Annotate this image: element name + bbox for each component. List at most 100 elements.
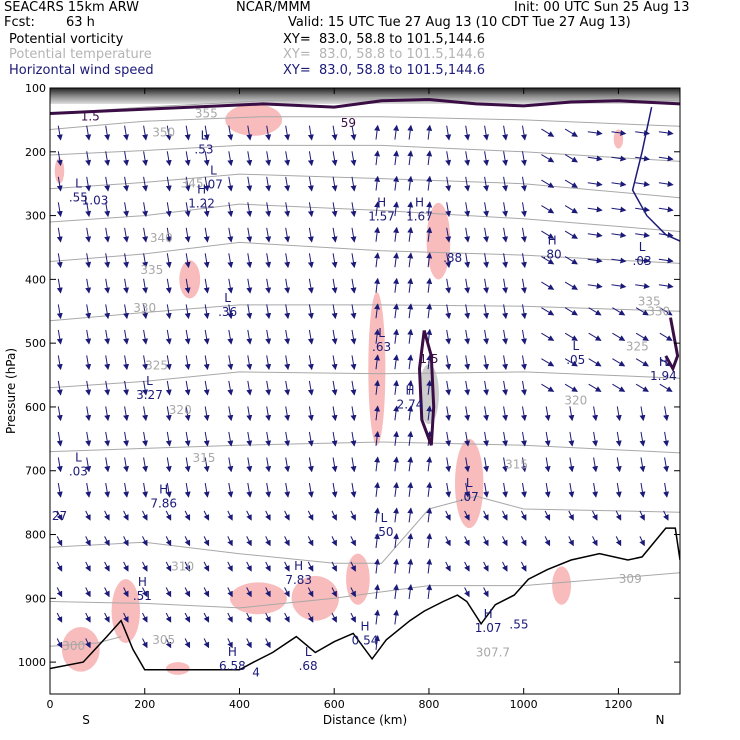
wind-arrow xyxy=(407,175,414,191)
wind-arrow xyxy=(307,202,314,218)
wind-arrow xyxy=(307,151,314,167)
wind-arrow xyxy=(227,561,233,572)
wind-arrow xyxy=(426,405,433,421)
wind-arrow xyxy=(635,358,649,367)
wind-arrow xyxy=(564,358,578,367)
wind-arrow xyxy=(246,431,253,447)
wind-arrow xyxy=(104,482,111,498)
theta-label: 345 xyxy=(181,177,204,191)
wind-arrow xyxy=(374,456,381,472)
theta-label: 325 xyxy=(145,358,168,372)
wind-arrow xyxy=(307,380,314,396)
wind-arrow xyxy=(203,380,210,396)
wind-arrow xyxy=(350,380,357,396)
wind-arrow xyxy=(165,561,172,572)
wind-arrow xyxy=(393,354,400,370)
extremum-value: .63 xyxy=(372,340,391,354)
wind-arrow xyxy=(587,181,603,187)
extremum-value: 1.07 xyxy=(475,621,502,635)
plot-frame xyxy=(49,87,681,695)
wind-arrow xyxy=(464,151,471,167)
wind-arrow xyxy=(203,176,210,192)
wind-arrow xyxy=(85,406,92,422)
wind-arrow xyxy=(564,307,578,316)
wind-arrow xyxy=(184,510,191,521)
wind-arrow xyxy=(483,510,489,521)
wind-arrow xyxy=(246,457,253,473)
wind-arrow xyxy=(592,457,599,473)
wind-arrow xyxy=(85,587,91,598)
wind-arrow xyxy=(464,587,470,598)
wind-arrow xyxy=(284,355,291,371)
wind-arrow xyxy=(587,257,603,264)
wind-arrow xyxy=(407,533,414,548)
theta-label: 320 xyxy=(169,403,192,417)
wind-arrow xyxy=(184,227,191,243)
wind-arrow xyxy=(56,202,63,218)
wind-arrow xyxy=(611,181,627,187)
wind-arrow xyxy=(445,253,452,269)
wind-arrow xyxy=(426,507,433,523)
wind-arrow xyxy=(56,406,63,422)
wind-arrow xyxy=(104,278,111,294)
extremum-kind: L xyxy=(466,476,473,490)
wind-arrow xyxy=(307,457,314,473)
wind-arrow xyxy=(246,125,253,141)
theta-label: 307.7 xyxy=(476,646,510,660)
x-tick-label: 1000 xyxy=(510,698,538,711)
wind-arrow xyxy=(307,304,314,320)
wind-arrow xyxy=(541,205,555,214)
wind-arrow xyxy=(663,510,669,521)
wind-arrow xyxy=(407,354,414,370)
wind-arrow xyxy=(265,510,271,521)
wind-arrow xyxy=(393,558,400,574)
wind-arrow xyxy=(407,252,414,268)
wind-arrow xyxy=(464,536,470,547)
wind-arrow xyxy=(350,329,357,345)
wind-arrow xyxy=(184,638,191,649)
wind-arrow xyxy=(426,303,433,319)
wind-arrow xyxy=(350,457,357,473)
wind-arrow xyxy=(407,456,414,472)
wind-arrow xyxy=(184,406,191,422)
wind-arrow xyxy=(184,561,191,572)
wind-arrow xyxy=(246,561,252,572)
wind-arrow xyxy=(246,202,253,218)
wind-arrow xyxy=(464,227,471,243)
wind-arrow xyxy=(307,482,314,498)
wind-arrow xyxy=(227,482,234,498)
field-wind-name: Horizontal wind speed xyxy=(9,63,154,78)
theta-label: 350 xyxy=(152,126,175,140)
x-axis-label: Distance (km) xyxy=(323,713,407,727)
wind-arrow xyxy=(393,405,400,421)
wind-arrow xyxy=(635,307,649,316)
wind-speed-contour xyxy=(631,106,680,242)
wind-arrow xyxy=(502,431,509,447)
wind-arrow xyxy=(483,202,490,218)
theta-label: 335 xyxy=(638,295,661,309)
extremum-value: 1.67 xyxy=(406,209,433,223)
wind-arrow xyxy=(445,482,452,498)
wind-arrow xyxy=(227,278,234,294)
wind-arrow xyxy=(350,278,357,294)
wind-arrow xyxy=(564,230,578,239)
y-tick-label: 900 xyxy=(25,592,46,605)
wind-arrow xyxy=(393,303,400,319)
y-tick-label: 1000 xyxy=(18,656,46,669)
wind-arrow xyxy=(165,202,172,218)
theta-contour xyxy=(50,97,680,114)
wind-arrow xyxy=(635,257,650,264)
x-tick-label: 200 xyxy=(134,698,155,711)
wind-arrow xyxy=(227,176,234,192)
x-tick-label: 800 xyxy=(418,698,439,711)
wind-arrow xyxy=(407,303,414,319)
wind-arrow xyxy=(521,304,527,320)
wind-arrow xyxy=(331,612,337,623)
wind-arrow xyxy=(246,329,253,345)
wind-arrow xyxy=(393,430,400,446)
wind-arrow xyxy=(350,227,357,243)
x-tick-label: 0 xyxy=(47,698,54,711)
wind-arrow xyxy=(331,457,338,473)
pv-label: 59 xyxy=(341,116,356,130)
wind-arrow xyxy=(568,536,574,547)
